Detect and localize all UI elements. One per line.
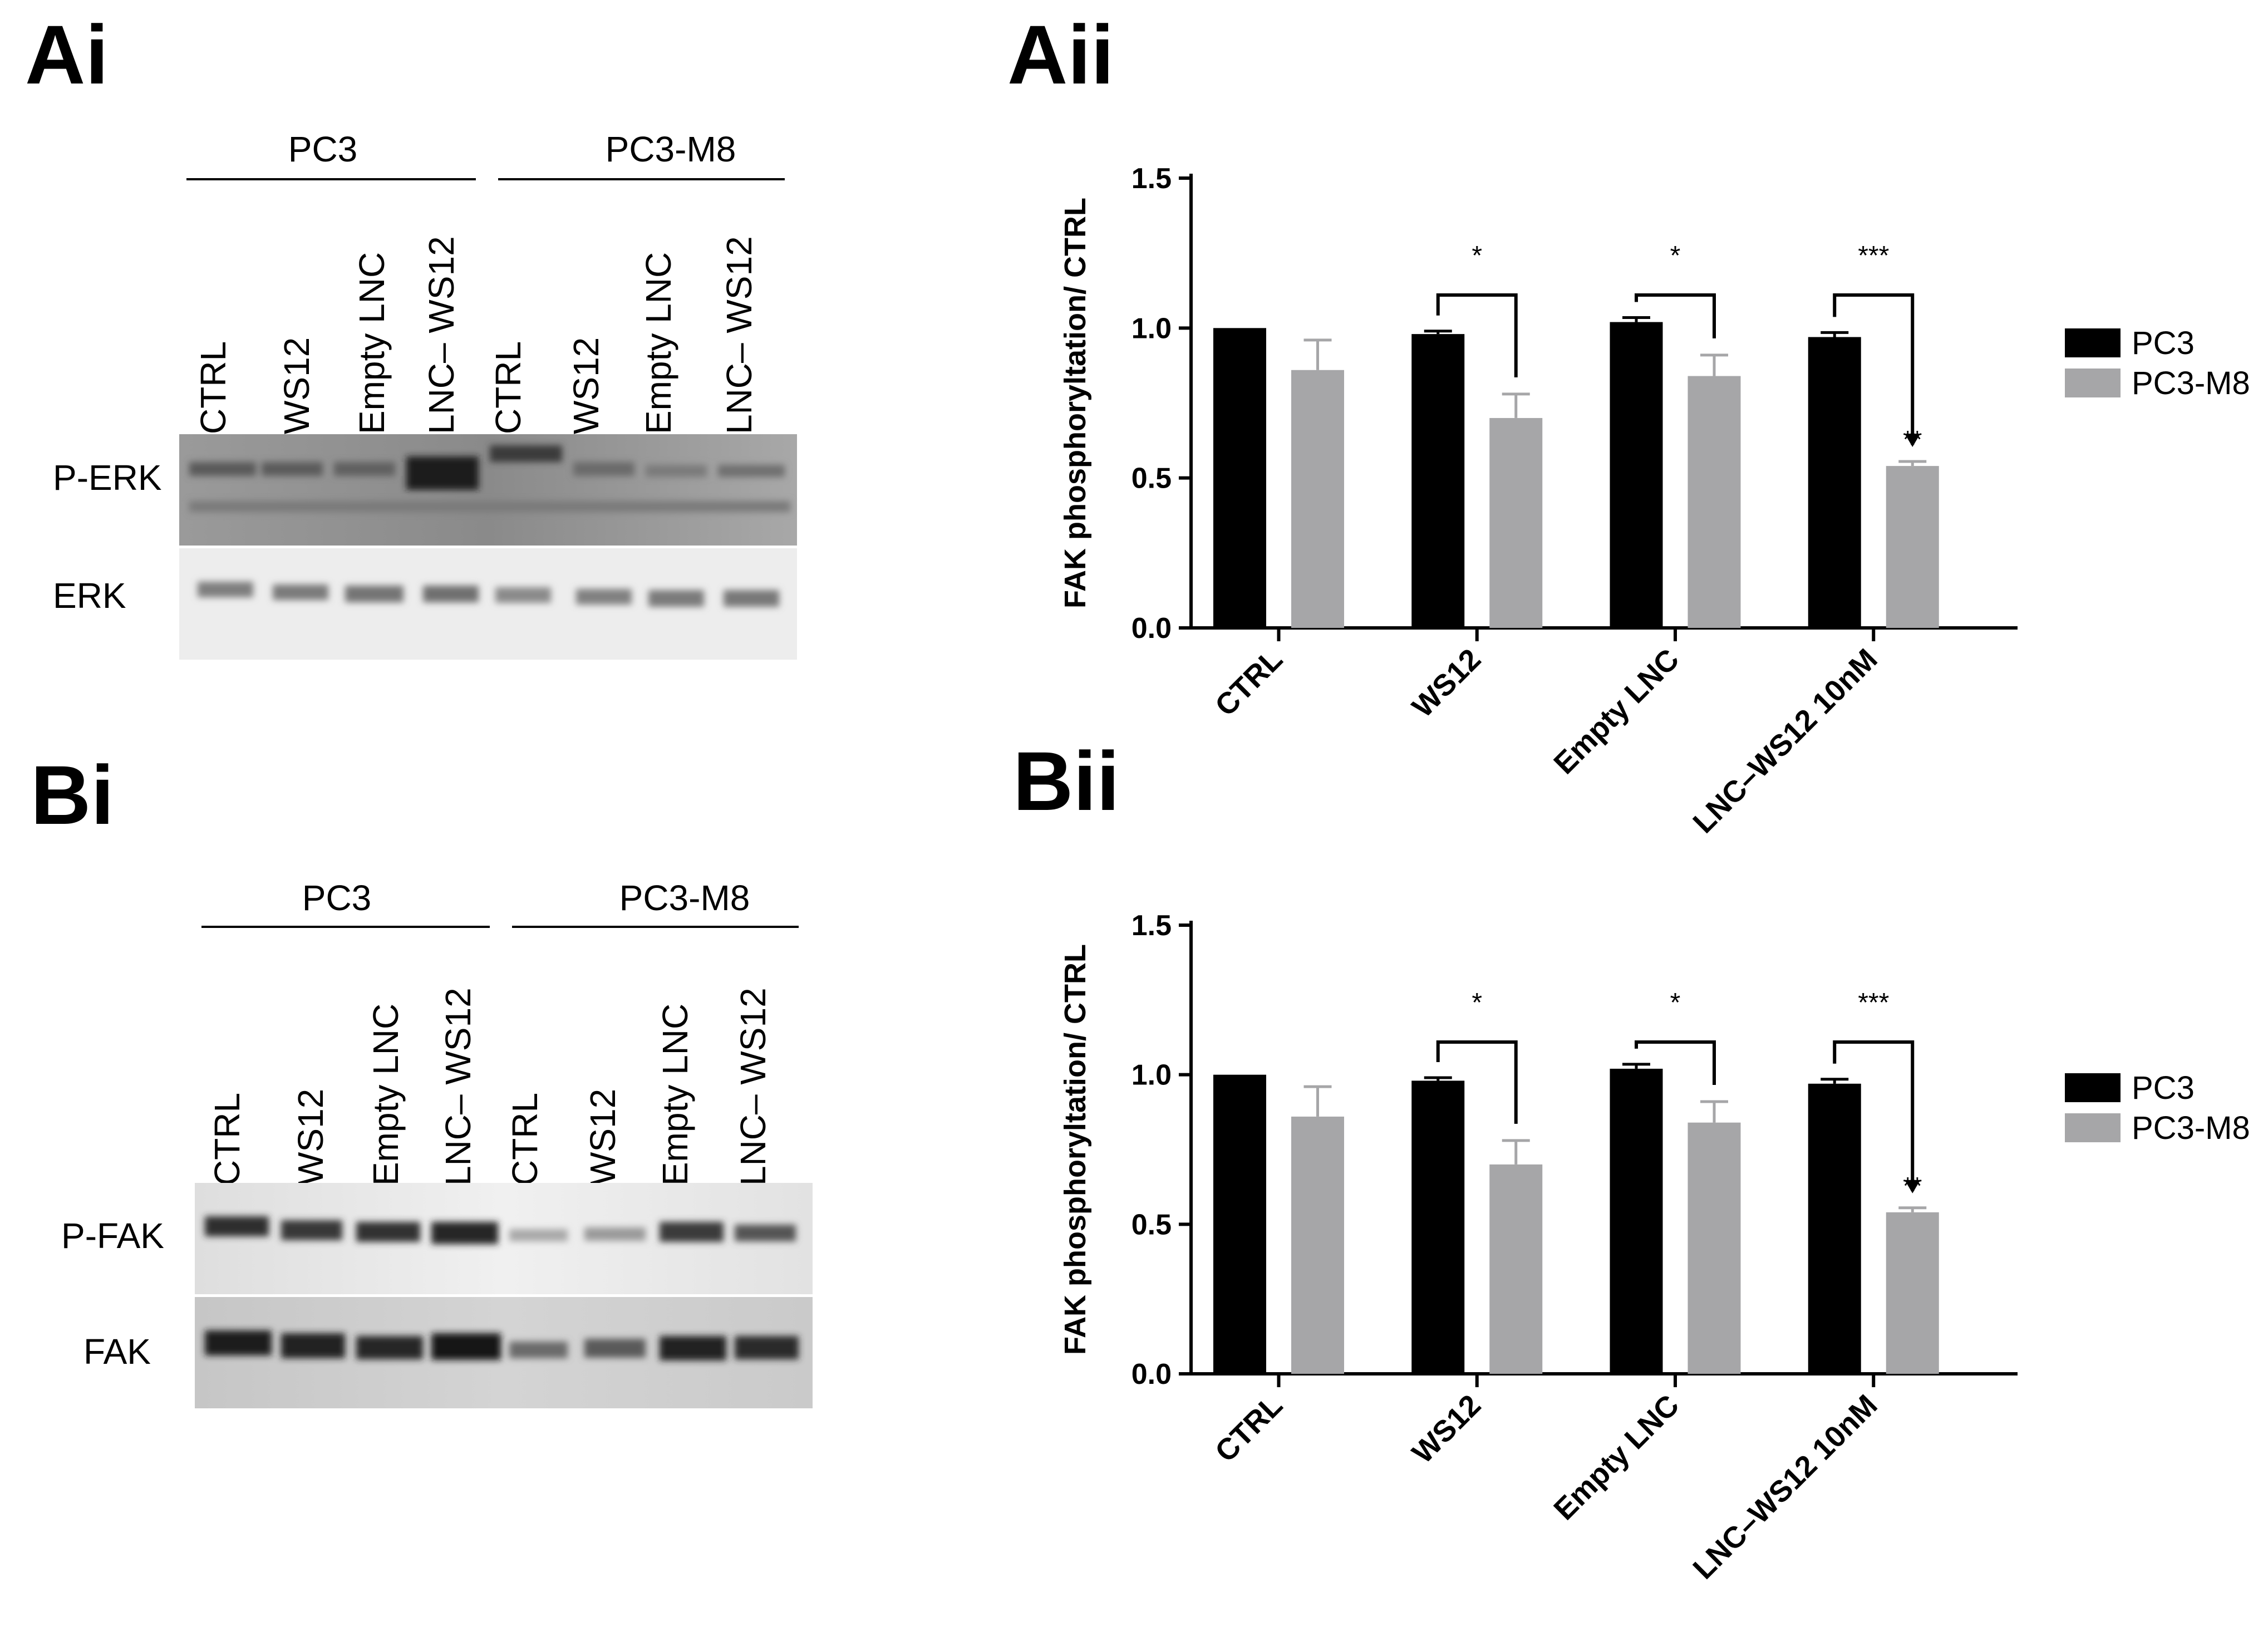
bar-pc3 — [1213, 328, 1266, 628]
x-tick-label: LNC–WS12 10nM — [1686, 642, 1883, 839]
bar-pc3 — [1411, 1080, 1465, 1374]
y-axis-label: FAK phosphoryltation/ CTRL — [1059, 198, 1092, 608]
blot-image-p-erk — [179, 434, 797, 546]
x-tick-label: WS12 — [1406, 1388, 1487, 1470]
bar-pc3-m8 — [1688, 1122, 1741, 1374]
group-label-pc3-m8: PC3-M8 — [619, 878, 750, 918]
significance-bracket — [1436, 293, 1518, 377]
bar-pc3 — [1808, 337, 1861, 628]
panel-label-ai: Ai — [25, 8, 109, 101]
lane-label: WS12 — [277, 337, 317, 434]
lane-labels: CTRL WS12 Empty LNC LNC– WS12 CTRL WS12 … — [207, 988, 773, 1186]
lane-label: Empty LNC — [366, 1004, 406, 1186]
y-tick-label: 0.0 — [1131, 1358, 1172, 1391]
panel-label-bi: Bi — [31, 748, 114, 842]
bar-chart-bii: FAK phosphoryltation/ CTRL 0.0 0.5 1.0 1.5 CT… — [1059, 910, 2250, 1585]
significance-marker: * — [1670, 241, 1681, 271]
legend-label: PC3-M8 — [2132, 365, 2250, 401]
bar-pc3-m8 — [1291, 1116, 1344, 1374]
panel-label-bii: Bii — [1013, 734, 1120, 828]
lane-labels: CTRL WS12 Empty LNC LNC– WS12 CTRL WS12 … — [193, 236, 759, 434]
legend-label: PC3 — [2132, 325, 2195, 361]
legend-swatch-pc3-m8 — [2065, 369, 2121, 397]
significance-bracket — [1635, 1040, 1716, 1085]
legend-label: PC3 — [2132, 1070, 2195, 1106]
row-label-fak: FAK — [83, 1332, 151, 1372]
y-tick-label: 1.5 — [1131, 910, 1172, 942]
western-blot-a: PC3 PC3-M8 CTRL WS12 Empty LNC LNC– WS12… — [53, 129, 797, 660]
lane-label: LNC– WS12 — [438, 988, 478, 1186]
group-label-pc3: PC3 — [288, 129, 358, 169]
bar-chart-aii: FAK phosphoryltation/ CTRL 0.0 0.5 1.0 1.5 CT… — [1059, 163, 2250, 839]
y-axis-label: FAK phosphoryltation/ CTRL — [1059, 944, 1092, 1355]
bar-pc3 — [1411, 334, 1465, 628]
x-tick-label: LNC–WS12 10nM — [1686, 1388, 1883, 1585]
lane-label: LNC– WS12 — [733, 988, 773, 1186]
bar-annotation: ** — [1903, 1172, 1922, 1200]
legend-swatch-pc3 — [2065, 328, 2121, 357]
significance-marker: *** — [1858, 988, 1889, 1018]
legend-swatch-pc3 — [2065, 1073, 2121, 1102]
bar-pc3-m8 — [1688, 376, 1741, 628]
bracket-arrowhead — [1905, 1180, 1921, 1193]
bar-pc3 — [1610, 322, 1663, 628]
significance-marker: * — [1670, 988, 1681, 1018]
x-tick-label: CTRL — [1209, 642, 1289, 723]
y-tick-label: 0.5 — [1131, 1208, 1172, 1241]
bar-pc3-m8 — [1886, 1212, 1939, 1374]
bar-pc3 — [1808, 1083, 1861, 1374]
significance-bracket — [1833, 293, 1915, 445]
bracket-arrowhead — [1905, 434, 1921, 448]
significance-marker: * — [1472, 988, 1482, 1018]
row-label-p-erk: P-ERK — [53, 458, 162, 498]
lane-label: WS12 — [566, 337, 606, 434]
y-tick-label: 1.0 — [1131, 1059, 1172, 1092]
x-tick-label: WS12 — [1406, 642, 1487, 724]
lane-label: WS12 — [291, 1089, 331, 1186]
bar-annotation: ** — [1903, 426, 1922, 453]
erk-bands — [198, 582, 779, 607]
significance-marker: *** — [1858, 241, 1889, 271]
x-tick-label: CTRL — [1209, 1388, 1289, 1468]
bar-pc3 — [1213, 1074, 1266, 1374]
bar-pc3-m8 — [1886, 466, 1939, 628]
x-tick-label: Empty LNC — [1547, 642, 1685, 780]
p-erk-bands — [189, 445, 790, 512]
significance-bracket — [1436, 1040, 1518, 1124]
lane-label: CTRL — [207, 1093, 247, 1186]
lane-label: Empty LNC — [655, 1004, 695, 1186]
y-tick-label: 1.0 — [1131, 312, 1172, 345]
legend-label: PC3-M8 — [2132, 1110, 2250, 1146]
bar-pc3-m8 — [1489, 1164, 1543, 1374]
significance-bracket — [1833, 1040, 1915, 1191]
bar-pc3 — [1610, 1068, 1663, 1374]
blot-image-erk — [179, 548, 797, 660]
group-label-pc3-m8: PC3-M8 — [606, 129, 736, 169]
lane-label: CTRL — [193, 341, 233, 434]
lane-label: WS12 — [583, 1089, 623, 1186]
p-fak-bands — [205, 1216, 796, 1244]
y-tick-label: 0.0 — [1131, 612, 1172, 645]
significance-marker: * — [1472, 241, 1482, 271]
significance-bracket — [1635, 293, 1716, 338]
lane-label: CTRL — [488, 341, 528, 434]
lane-label: LNC– WS12 — [421, 236, 461, 434]
lane-label: CTRL — [505, 1093, 545, 1186]
lane-label: Empty LNC — [352, 252, 392, 434]
x-tick-label: Empty LNC — [1547, 1388, 1685, 1526]
group-label-pc3: PC3 — [302, 878, 372, 918]
y-tick-label: 0.5 — [1131, 463, 1172, 495]
legend-swatch-pc3-m8 — [2065, 1113, 2121, 1142]
y-tick-label: 1.5 — [1131, 163, 1172, 195]
row-label-p-fak: P-FAK — [61, 1216, 164, 1256]
bar-pc3-m8 — [1291, 370, 1344, 628]
lane-label: LNC– WS12 — [719, 236, 759, 434]
row-label-erk: ERK — [53, 576, 126, 616]
bar-pc3-m8 — [1489, 417, 1543, 628]
western-blot-b: PC3 PC3-M8 CTRL WS12 Empty LNC LNC– WS12… — [61, 878, 813, 1408]
fak-bands — [205, 1330, 799, 1360]
panel-label-aii: Aii — [1007, 8, 1114, 101]
lane-label: Empty LNC — [638, 252, 678, 434]
